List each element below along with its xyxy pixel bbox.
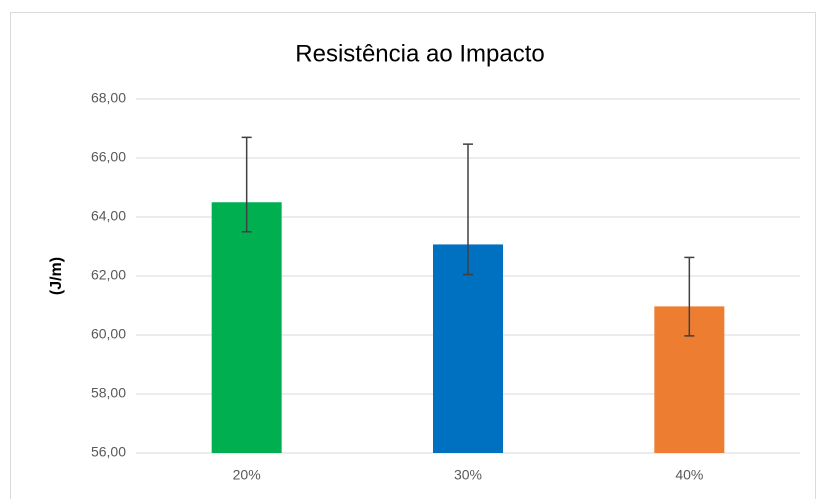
- chart-title: Resistência ao Impacto: [295, 40, 544, 67]
- bar: [211, 202, 282, 453]
- y-tick-label: 62,00: [91, 267, 126, 283]
- x-tick-label: 30%: [454, 467, 482, 483]
- x-tick-label: 40%: [675, 467, 703, 483]
- x-tick-label: 20%: [233, 467, 261, 483]
- bar: [433, 244, 503, 453]
- y-tick-label: 58,00: [91, 385, 126, 401]
- y-tick-label: 60,00: [91, 326, 126, 342]
- y-tick-label: 68,00: [91, 90, 126, 106]
- y-axis-label: (J/m): [48, 257, 65, 295]
- y-tick-label: 56,00: [91, 444, 126, 460]
- y-tick-label: 64,00: [91, 208, 126, 224]
- y-tick-label: 66,00: [91, 149, 126, 165]
